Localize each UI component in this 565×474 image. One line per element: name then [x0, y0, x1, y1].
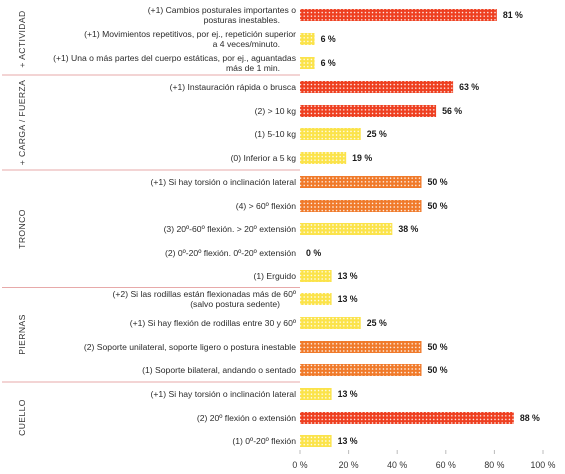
value-label: 6 %: [321, 58, 336, 68]
category-label-line: posturas inestables.: [204, 15, 280, 25]
value-label: 25 %: [367, 129, 387, 139]
value-label: 38 %: [398, 224, 418, 234]
value-label: 13 %: [338, 436, 358, 446]
value-labels: 81 % 6 % 6 % 63 % 56 % 25 % 19 % 50 % 50 % 38 % 0 …: [306, 10, 540, 446]
bar: [300, 388, 332, 400]
category-label: (1) 0º-20º flexión: [232, 436, 296, 446]
category-label: (+1) Si hay torsión o inclinación latera…: [151, 389, 297, 399]
category-label-line: más de 1 min.: [226, 63, 280, 73]
bar: [300, 364, 422, 376]
value-label: 88 %: [520, 413, 540, 423]
value-label: 13 %: [338, 271, 358, 281]
bar: [300, 57, 315, 69]
category-label-line: (+1) Instauración rápida o brusca: [170, 82, 297, 92]
value-label: 13 %: [338, 294, 358, 304]
group-label: CUELLO: [17, 399, 27, 436]
bar: [300, 270, 332, 282]
category-label-line: (1) Soporte bilateral, andando o sentado: [142, 365, 296, 375]
category-label: (1) Soporte bilateral, andando o sentado: [142, 365, 296, 375]
category-label: (+1) Movimientos repetitivos, por ej., r…: [84, 29, 296, 49]
category-label-line: (+1) Movimientos repetitivos, por ej., r…: [84, 29, 296, 39]
category-label: (+1) Una o más partes del cuerpo estátic…: [53, 53, 296, 73]
group-labels: + ACTIVIDAD + CARGA / FUERZA TRONCO PIERNAS…: [17, 10, 27, 435]
value-label: 63 %: [459, 82, 479, 92]
value-label: 13 %: [338, 389, 358, 399]
bar: [300, 176, 422, 188]
value-label: 50 %: [428, 365, 448, 375]
group-label: + ACTIVIDAD: [17, 10, 27, 67]
value-label: 81 %: [503, 10, 523, 20]
value-label: 25 %: [367, 318, 387, 328]
category-label-line: (+1) Si hay torsión o inclinación latera…: [151, 389, 297, 399]
bar: [300, 435, 332, 447]
category-label: (0) Inferior a 5 kg: [231, 153, 297, 163]
category-label-line: a 4 veces/minuto.: [213, 39, 280, 49]
category-label: (+2) Si las rodillas están flexionadas m…: [113, 289, 297, 309]
group-label: PIERNAS: [17, 314, 27, 355]
category-label: (+1) Si hay flexión de rodillas entre 30…: [130, 318, 297, 328]
value-label: 6 %: [321, 34, 336, 44]
category-label-line: (+1) Una o más partes del cuerpo estátic…: [53, 53, 296, 63]
bar: [300, 341, 422, 353]
category-label: (2) 20º flexión o extensión: [197, 413, 296, 423]
bar: [300, 105, 437, 117]
value-label: 50 %: [428, 177, 448, 187]
category-label: (1) Erguido: [253, 271, 296, 281]
bar: [300, 317, 361, 329]
bar: [300, 200, 422, 212]
category-label: (+1) Cambios posturales importantes o pos…: [148, 5, 297, 25]
group-separators: [2, 74, 300, 383]
value-label: 50 %: [428, 342, 448, 352]
value-label: 50 %: [428, 201, 448, 211]
x-tick-label: 20 %: [339, 460, 359, 470]
category-label: (2) Soporte unilateral, soporte ligero o…: [84, 342, 296, 352]
category-label-line: (1) 5-10 kg: [254, 129, 296, 139]
x-tick-label: 80 %: [484, 460, 504, 470]
bar: [300, 152, 347, 164]
bar: [300, 223, 393, 235]
category-label: (2) 0º-20º flexión. 0º-20º extensión: [165, 248, 296, 258]
bars: [300, 9, 514, 447]
category-label-line: (+1) Si hay torsión o inclinación latera…: [151, 177, 297, 187]
value-label: 0 %: [306, 248, 321, 258]
category-label-line: (+2) Si las rodillas están flexionadas m…: [113, 289, 297, 299]
category-labels: (+1) Cambios posturales importantes o pos…: [53, 5, 297, 446]
x-tick-label: 0 %: [292, 460, 307, 470]
category-label: (+1) Instauración rápida o brusca: [170, 82, 297, 92]
bar: [300, 33, 315, 45]
category-label-line: (2) 20º flexión o extensión: [197, 413, 296, 423]
category-label-line: (1) 0º-20º flexión: [232, 436, 296, 446]
category-label: (1) 5-10 kg: [254, 129, 296, 139]
value-label: 56 %: [442, 106, 462, 116]
category-label-line: (1) Erguido: [253, 271, 296, 281]
value-label: 19 %: [352, 153, 372, 163]
category-label: (2) > 10 kg: [255, 106, 297, 116]
category-label-line: (2) 0º-20º flexión. 0º-20º extensión: [165, 248, 296, 258]
bar: [300, 81, 454, 93]
category-label: (4) > 60º flexión: [236, 201, 296, 211]
x-axis: 0 % 20 % 40 % 60 % 80 % 100 %: [292, 450, 556, 470]
category-label-line: (2) Soporte unilateral, soporte ligero o…: [84, 342, 296, 352]
category-label-line: (+1) Si hay flexión de rodillas entre 30…: [130, 318, 297, 328]
bar: [300, 9, 497, 21]
group-label: TRONCO: [17, 209, 27, 249]
category-label: (+1) Si hay torsión o inclinación latera…: [151, 177, 297, 187]
category-label: (3) 20º-60º flexión. > 20º extensión: [164, 224, 297, 234]
bar: [300, 412, 514, 424]
category-label-line: (2) > 10 kg: [255, 106, 297, 116]
category-label-line: (4) > 60º flexión: [236, 201, 296, 211]
group-label: + CARGA / FUERZA: [17, 80, 27, 165]
bar: [300, 293, 332, 305]
bar: [300, 128, 361, 140]
category-label-line: (3) 20º-60º flexión. > 20º extensión: [164, 224, 297, 234]
category-label-line: (+1) Cambios posturales importantes o: [148, 5, 297, 15]
x-tick-label: 100 %: [531, 460, 556, 470]
x-tick-label: 40 %: [387, 460, 407, 470]
category-label-line: (0) Inferior a 5 kg: [231, 153, 297, 163]
category-label-line: (salvo postura sedente): [190, 299, 280, 309]
x-tick-label: 60 %: [436, 460, 456, 470]
